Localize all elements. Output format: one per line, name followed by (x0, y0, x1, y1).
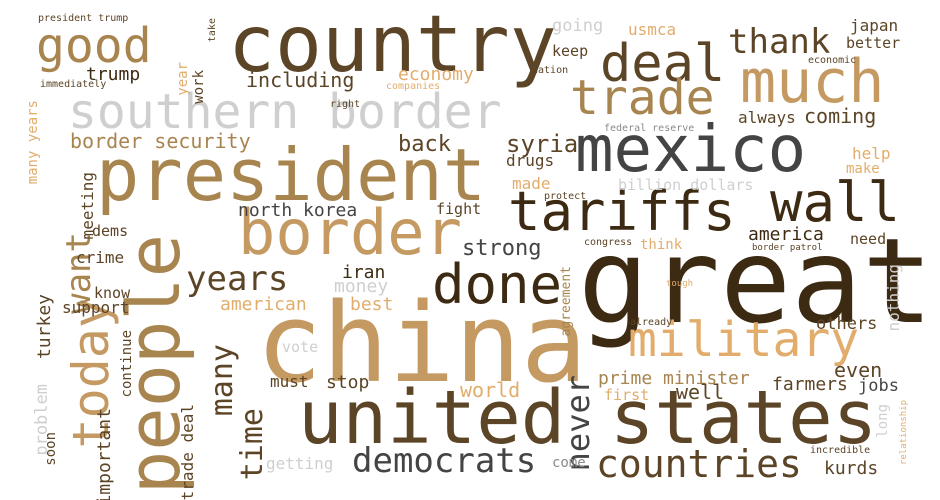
word-nation: nation (532, 65, 569, 76)
word-protect: protect (544, 191, 587, 202)
word-economy: economy (398, 64, 474, 85)
word-american: american (220, 294, 307, 315)
word-prime-minister: prime minister (598, 368, 750, 389)
word-year: year (175, 62, 191, 96)
word-better: better (846, 34, 901, 52)
word-take: take (207, 18, 218, 43)
word-coming: coming (804, 104, 877, 128)
word-world: world (460, 378, 521, 402)
word-federal-reserve: federal reserve (604, 123, 695, 134)
word-support: support (62, 298, 130, 317)
word-nothing: nothing (884, 264, 903, 332)
word-strong: strong (462, 236, 542, 261)
word-already: already (630, 317, 673, 328)
word-continue: continue (119, 330, 135, 398)
word-dems: dems (92, 222, 129, 240)
word-trump: trump (86, 64, 141, 85)
word-stop: stop (326, 372, 370, 393)
word-others: others (816, 314, 878, 334)
word-tariffs: tariffs (508, 180, 736, 243)
word-farmers: farmers (772, 374, 848, 395)
word-right: right (330, 99, 361, 110)
word-much: much (740, 47, 885, 117)
word-good: good (36, 18, 152, 74)
word-border-security: border security (70, 129, 251, 153)
word-must: must (270, 372, 309, 391)
word-fight: fight (436, 200, 482, 218)
word-first: first (604, 386, 650, 404)
word-know: know (94, 284, 131, 302)
word-southern-border: southern border (68, 84, 502, 140)
word-time: time (235, 408, 270, 481)
word-vote: vote (282, 338, 319, 356)
word-agreement: agreement (559, 266, 574, 337)
word-usmca: usmca (628, 20, 677, 39)
word-united-states: united states (298, 375, 878, 461)
word-congress: congress (584, 237, 633, 248)
word-japan: japan (850, 16, 899, 35)
word-come: come (552, 455, 586, 471)
word-trade: trade (570, 70, 715, 126)
word-great: great (578, 212, 934, 350)
word-money: money (334, 276, 389, 297)
word-done: done (432, 253, 563, 316)
word-america: america (748, 224, 824, 245)
word-drugs: drugs (506, 151, 555, 170)
word-kurds: kurds (824, 458, 879, 479)
word-think: think (640, 237, 683, 253)
word-country: country (228, 0, 557, 90)
word-made: made (512, 174, 551, 193)
word-president: president (96, 133, 487, 217)
word-border: border (238, 196, 462, 269)
word-going: going (552, 16, 604, 36)
word-tough: tough (666, 279, 694, 289)
word-many-years: many years (25, 100, 41, 185)
word-long: long (875, 404, 891, 438)
word-crime: crime (76, 248, 125, 267)
word-democrats: democrats (352, 441, 537, 481)
word-need: need (850, 230, 887, 248)
word-billion-dollars: billion dollars (618, 176, 754, 194)
word-deal: deal (600, 34, 726, 94)
word-companies: companies (386, 81, 441, 92)
word-jobs: jobs (858, 376, 899, 396)
word-relationship: relationship (899, 400, 909, 466)
word-keep: keep (552, 42, 589, 60)
word-north-korea: north korea (238, 200, 358, 221)
word-soon: soon (43, 432, 59, 466)
word-military: military (628, 312, 860, 368)
word-wall: wall (770, 171, 901, 234)
word-economic: economic (808, 55, 857, 66)
word-mexico: mexico (575, 113, 807, 187)
word-president-trump: president trump (38, 13, 129, 24)
word-best: best (350, 294, 394, 315)
word-years: years (186, 259, 289, 299)
word-make: make (846, 161, 880, 177)
word-even: even (834, 358, 883, 382)
word-countries: countries (596, 442, 802, 486)
word-trade-deal: trade deal (178, 404, 197, 500)
word-immediately: immediately (40, 79, 107, 90)
word-work: work (191, 70, 207, 104)
word-back: back (398, 132, 451, 157)
word-iran: iran (342, 262, 386, 283)
word-syria: syria (506, 130, 579, 158)
word-well: well (676, 380, 725, 404)
word-including: including (246, 68, 355, 92)
word-incredible: incredible (810, 445, 871, 456)
word-turkey: turkey (34, 294, 55, 360)
word-many: many (205, 344, 240, 417)
word-getting: getting (266, 454, 334, 473)
word-help: help (852, 144, 891, 163)
word-thank: thank (728, 22, 831, 62)
word-always: always (738, 108, 796, 127)
word-border-patrol: border patrol (752, 243, 823, 253)
word-important: important (94, 408, 115, 500)
word-china: china (256, 279, 588, 407)
